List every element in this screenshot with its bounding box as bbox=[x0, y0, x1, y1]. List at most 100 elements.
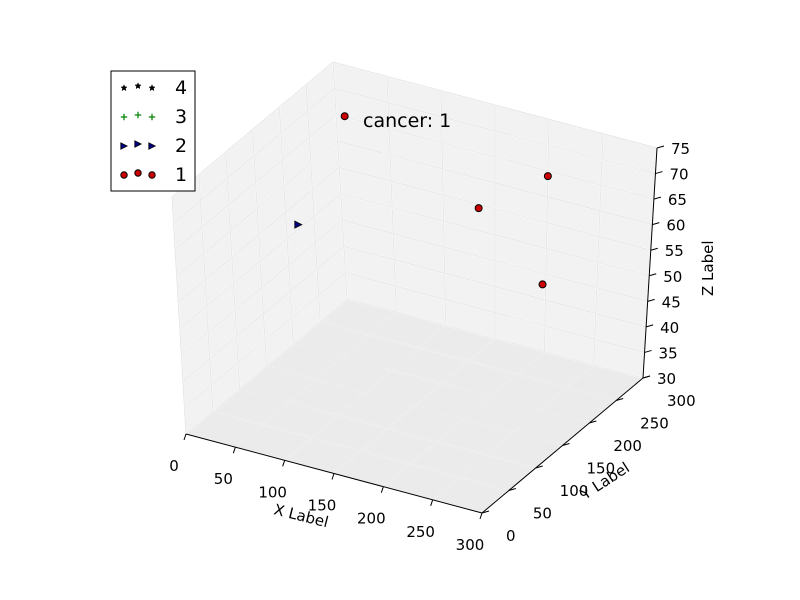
z-tick-mark bbox=[644, 349, 652, 353]
grid-line-z bbox=[184, 272, 346, 408]
legend-marker-3 bbox=[148, 113, 156, 121]
data-point-series-2 bbox=[294, 220, 303, 229]
x-tick-mark bbox=[232, 447, 236, 454]
x-tick-label: 200 bbox=[357, 510, 386, 528]
z-tick-mark bbox=[656, 145, 665, 149]
legend-marker-2 bbox=[134, 140, 143, 148]
legend-marker-3 bbox=[120, 113, 128, 121]
legend-label-4: 4 bbox=[175, 77, 187, 99]
y-tick-label: 100 bbox=[560, 482, 589, 500]
z-tick-mark bbox=[642, 375, 651, 379]
data-point-series-1 bbox=[543, 172, 552, 181]
grid-line-z bbox=[173, 88, 335, 224]
x-tick-label: 150 bbox=[308, 497, 337, 515]
legend-marker-3 bbox=[134, 111, 142, 119]
legend: 4 3 2 1 bbox=[110, 70, 196, 192]
y-tick-label: 150 bbox=[587, 460, 616, 478]
z-tick-label: 70 bbox=[669, 166, 688, 184]
z-tick-label: 60 bbox=[666, 217, 685, 235]
grid-line-y bbox=[278, 106, 294, 345]
z-tick-mark bbox=[653, 196, 662, 200]
grid-line-x bbox=[440, 90, 447, 326]
x-tick-label: 0 bbox=[169, 457, 179, 475]
y-tick-mark bbox=[616, 398, 624, 401]
z-tick-mark bbox=[645, 324, 654, 328]
legend-box bbox=[110, 70, 196, 192]
x-tick-mark bbox=[183, 433, 187, 441]
grid-line-y bbox=[293, 343, 590, 424]
y-tick-label: 0 bbox=[506, 527, 516, 545]
legend-label-2: 2 bbox=[175, 135, 187, 157]
grid-line-z bbox=[185, 298, 348, 435]
grid-line-z bbox=[336, 114, 654, 200]
grid-line-y bbox=[266, 366, 563, 446]
grid-line-z bbox=[181, 219, 343, 356]
y-tick-mark bbox=[481, 510, 490, 514]
z-tick-label: 45 bbox=[662, 293, 681, 311]
grid-line-z bbox=[334, 87, 656, 174]
legend-marker-4 bbox=[134, 82, 142, 90]
legend-marker-4 bbox=[120, 84, 128, 92]
legend-label-1: 1 bbox=[175, 164, 187, 186]
grid-line-y bbox=[332, 61, 348, 300]
z-axis-label: Z Label bbox=[699, 240, 717, 296]
legend-marker-2 bbox=[120, 142, 129, 150]
y-tick-mark bbox=[535, 465, 543, 469]
axis-lines bbox=[183, 145, 665, 520]
grid-line-y bbox=[198, 174, 214, 412]
grid-line-z bbox=[343, 245, 647, 328]
y-tick-label: 50 bbox=[533, 505, 552, 523]
legend-marker-1 bbox=[134, 169, 142, 177]
grid-line-z bbox=[174, 114, 337, 250]
legend-marker-4 bbox=[148, 84, 156, 92]
z-tick-mark bbox=[655, 171, 663, 175]
grid-line-x bbox=[386, 76, 397, 313]
z-tick-mark bbox=[649, 273, 657, 277]
y-tick-label: 200 bbox=[613, 437, 642, 455]
grid-line-y bbox=[320, 321, 617, 401]
grid-line-z bbox=[346, 298, 644, 379]
grid-line-y bbox=[239, 388, 536, 469]
x-tick-label: 50 bbox=[214, 470, 233, 488]
grid-line-z bbox=[179, 193, 342, 329]
z-tick-mark bbox=[652, 222, 660, 226]
grid-line-y bbox=[252, 129, 267, 367]
legend-marker-1 bbox=[148, 171, 156, 179]
grid-line-x bbox=[543, 119, 550, 352]
data-points bbox=[294, 112, 552, 289]
x-tick-mark bbox=[331, 473, 335, 480]
x-tick-label: 100 bbox=[258, 483, 287, 501]
grid-line-z bbox=[339, 166, 651, 251]
z-tick-mark bbox=[647, 298, 655, 302]
grid-line-z bbox=[342, 219, 648, 302]
data-point-series-1 bbox=[538, 280, 547, 289]
legend-marker-1 bbox=[120, 171, 128, 179]
x-tick-mark bbox=[282, 460, 286, 467]
grid-line-z bbox=[177, 167, 340, 303]
grid-line-y bbox=[225, 151, 241, 390]
legend-label-3: 3 bbox=[175, 106, 187, 128]
grid-line-x bbox=[593, 133, 604, 365]
x-tick-label: 300 bbox=[456, 536, 485, 554]
grid-line-y bbox=[305, 84, 321, 322]
x-tick-label: 250 bbox=[406, 523, 435, 541]
grid-line-y bbox=[171, 196, 187, 435]
grid-line-z bbox=[176, 140, 338, 277]
z-axis-line bbox=[642, 147, 658, 379]
grid-lines bbox=[171, 61, 658, 514]
grid-line-z bbox=[345, 272, 645, 353]
grid-line-z bbox=[340, 193, 650, 277]
data-point-series-1 bbox=[340, 112, 349, 121]
x-tick-mark bbox=[479, 512, 483, 520]
grid-line-y bbox=[212, 411, 509, 491]
y-tick-mark bbox=[562, 443, 570, 446]
grid-line-z bbox=[171, 61, 334, 198]
legend-marker-2 bbox=[148, 142, 157, 150]
y-tick-label: 300 bbox=[667, 392, 696, 410]
x-tick-mark bbox=[430, 499, 434, 506]
z-tick-label: 40 bbox=[660, 319, 679, 337]
z-tick-label: 30 bbox=[657, 370, 676, 388]
grid-line-z bbox=[332, 61, 658, 149]
